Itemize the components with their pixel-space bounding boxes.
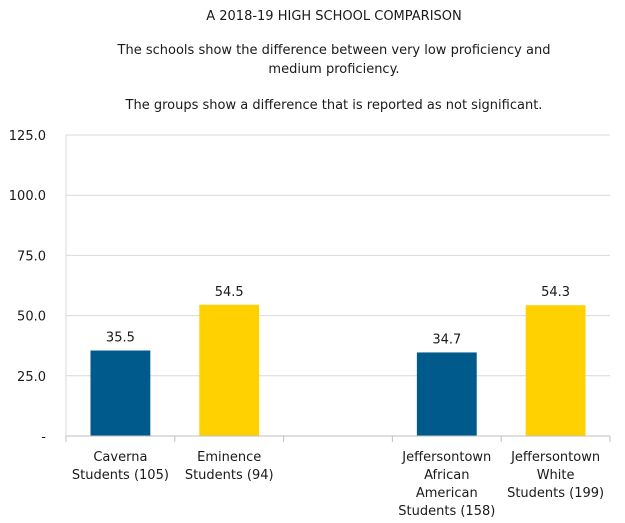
chart-subtitle-line-2: medium proficiency.: [268, 62, 399, 77]
y-tick-label: 75.0: [17, 249, 46, 264]
y-tick-label: -: [41, 430, 46, 445]
bar-value-label: 54.3: [541, 285, 570, 300]
bar: [416, 352, 477, 436]
y-tick-label: 100.0: [9, 189, 46, 204]
bar: [199, 304, 260, 436]
x-category-label: Students (105): [72, 468, 169, 483]
bar: [525, 305, 586, 436]
y-tick-label: 50.0: [17, 310, 46, 325]
bar: [90, 350, 151, 436]
y-tick-label: 25.0: [17, 370, 46, 385]
y-tick-label: 125.0: [9, 129, 46, 144]
chart-subtitle-line-1: The schools show the difference between …: [117, 43, 551, 58]
gridlines: [66, 134, 610, 377]
x-category-label: African: [424, 468, 469, 483]
x-category-label: Jeffersontown: [510, 450, 600, 465]
x-category-label: Students (199): [507, 486, 604, 501]
bars: 35.5 54.5 34.7 54.3: [90, 285, 586, 436]
bar-value-label: 35.5: [106, 331, 135, 346]
x-category-label: Eminence: [197, 450, 261, 465]
chart-subtitle-line-4: The groups show a difference that is rep…: [125, 98, 543, 113]
x-category-label: American: [416, 486, 478, 501]
x-category-label: White: [537, 468, 575, 483]
x-category-label: Students (158): [398, 504, 495, 519]
bar-value-label: 54.5: [215, 285, 244, 300]
x-category-label: Caverna: [93, 450, 147, 465]
x-category-label: Students (94): [185, 468, 274, 483]
x-axis: Caverna Students (105) Eminence Students (9…: [65, 135, 611, 519]
y-axis-ticks: - 25.0 50.0 75.0 100.0 125.0: [9, 129, 47, 445]
bar-value-label: 34.7: [432, 332, 461, 347]
chart-title: A 2018-19 HIGH SCHOOL COMPARISON: [206, 9, 462, 24]
x-category-label: Jeffersontown: [401, 450, 491, 465]
